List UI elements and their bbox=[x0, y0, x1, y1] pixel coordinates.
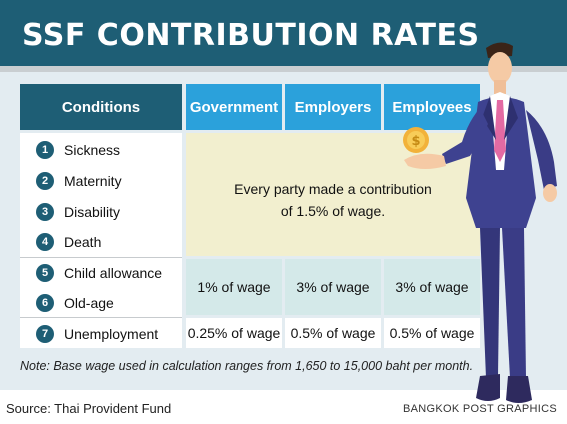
condition-label: Maternity bbox=[64, 173, 122, 189]
condition-label: Sickness bbox=[64, 142, 121, 158]
condition-row: 3 Disability bbox=[20, 198, 182, 226]
condition-row: 7 Unemployment bbox=[20, 320, 182, 348]
header-employers: Employers bbox=[285, 84, 381, 130]
shared-rate-cell bbox=[186, 133, 480, 256]
shared-rate-line-1: Every party made a contribution bbox=[234, 181, 432, 197]
header-government: Government bbox=[186, 84, 282, 130]
condition-label: Child allowance bbox=[64, 265, 163, 281]
condition-row: 5 Child allowance bbox=[20, 259, 182, 287]
rate-cell-employers-unemployment: 0.5% of wage bbox=[285, 318, 381, 348]
condition-number-badge: 2 bbox=[36, 172, 54, 190]
condition-label: Old-age bbox=[64, 295, 114, 311]
condition-number-badge: 6 bbox=[36, 294, 54, 312]
condition-row: 1 Sickness bbox=[20, 136, 182, 164]
condition-number-badge: 5 bbox=[36, 264, 54, 282]
rate-cell-government-pension: 1% of wage bbox=[186, 259, 282, 315]
svg-text:$: $ bbox=[411, 134, 420, 149]
source-line: Source: Thai Provident Fund bbox=[6, 401, 172, 416]
row-divider bbox=[20, 257, 182, 258]
rate-cell-employees-unemployment: 0.5% of wage bbox=[384, 318, 480, 348]
header-employees: Employees bbox=[384, 84, 480, 130]
page-title: SSF CONTRIBUTION RATES bbox=[22, 18, 480, 53]
condition-number-badge: 1 bbox=[36, 141, 54, 159]
header-conditions: Conditions bbox=[20, 84, 182, 130]
condition-label: Death bbox=[64, 234, 102, 250]
rate-cell-employees-pension: 3% of wage bbox=[384, 259, 480, 315]
condition-label: Disability bbox=[64, 204, 121, 220]
shared-rate-line-2: of 1.5% of wage. bbox=[280, 203, 386, 219]
title-stripe bbox=[0, 66, 567, 72]
condition-row: 6 Old-age bbox=[20, 289, 182, 317]
condition-number-badge: 7 bbox=[36, 325, 54, 343]
condition-number-badge: 4 bbox=[36, 233, 54, 251]
condition-label: Unemployment bbox=[64, 326, 159, 342]
condition-number-badge: 3 bbox=[36, 203, 54, 221]
title-banner bbox=[0, 0, 567, 72]
businessman-figure: $ bbox=[403, 42, 557, 403]
row-divider bbox=[20, 317, 182, 318]
shared-rate-text: Every party made a contribution of 1.5% … bbox=[186, 178, 480, 222]
footnote: Note: Base wage used in calculation rang… bbox=[20, 359, 474, 373]
condition-row: 2 Maternity bbox=[20, 167, 182, 195]
rate-cell-employers-pension: 3% of wage bbox=[285, 259, 381, 315]
rate-cell-government-unemployment: 0.25% of wage bbox=[186, 318, 282, 348]
condition-row: 4 Death bbox=[20, 228, 182, 256]
graphics-credit: BANGKOK POST GRAPHICS bbox=[402, 403, 557, 415]
